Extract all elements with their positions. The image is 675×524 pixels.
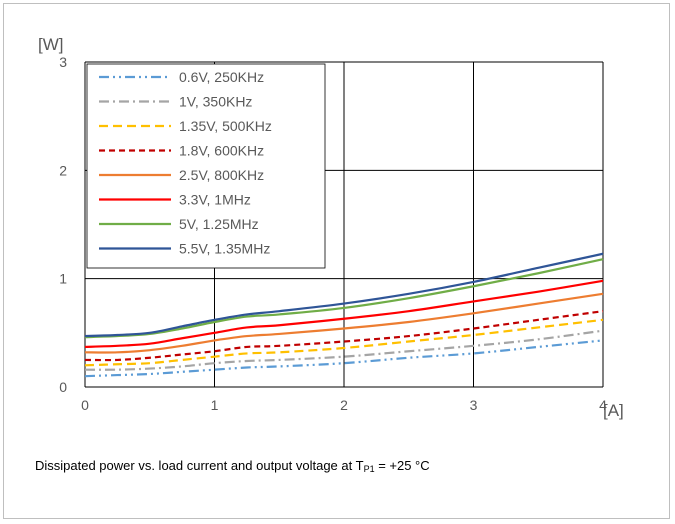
y-tick-label: 0 — [59, 379, 67, 395]
legend-entry: 1.8V, 600KHz — [179, 143, 264, 159]
caption-subscript: P1 — [363, 464, 375, 474]
caption-suffix: = +25 °C — [374, 458, 430, 473]
series-line — [84, 339, 604, 378]
y-tick-label: 3 — [59, 54, 67, 70]
series-line — [84, 292, 604, 354]
caption-text: Dissipated power vs. load current and ou… — [35, 458, 364, 473]
legend-entry: 2.5V, 800KHz — [179, 167, 264, 183]
axes: 0 1 2 3 4 0 1 2 3 — [59, 54, 607, 413]
legend-entry: 3.3V, 1MHz — [179, 192, 251, 208]
legend: 0.6V, 250KHz 1V, 350KHz 1.35V, 500KHz 1.8V,… — [86, 63, 326, 269]
x-tick-label: 1 — [211, 397, 219, 413]
series-line — [84, 329, 604, 371]
y-tick-label: 1 — [59, 271, 67, 287]
y-tick-label: 2 — [59, 162, 67, 178]
legend-entry: 1.35V, 500KHz — [179, 118, 272, 134]
series-line — [84, 279, 604, 349]
legend-box — [86, 63, 326, 269]
x-axis-label: [A] — [603, 401, 624, 420]
x-tick-label: 3 — [470, 397, 478, 413]
legend-entry: 1V, 350KHz — [179, 94, 252, 110]
series-line — [84, 252, 604, 338]
legend-entry: 5.5V, 1.35MHz — [179, 241, 270, 257]
series-line — [84, 310, 604, 362]
series-line — [84, 318, 604, 367]
x-tick-label: 2 — [340, 397, 348, 413]
legend-entry: 5V, 1.25MHz — [179, 216, 259, 232]
x-tick-label: 4 — [599, 397, 607, 413]
y-axis-label: [W] — [38, 35, 64, 54]
series-layer — [84, 252, 604, 378]
legend-entry: 0.6V, 250KHz — [179, 69, 264, 85]
figure-caption: Dissipated power vs. load current and ou… — [35, 458, 430, 474]
x-tick-label: 0 — [81, 397, 89, 413]
